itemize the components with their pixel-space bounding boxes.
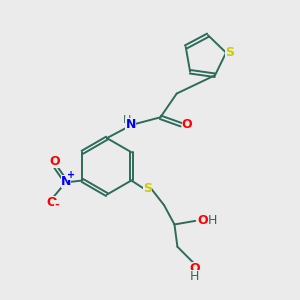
Text: O: O <box>182 118 193 131</box>
Text: H: H <box>208 214 218 227</box>
Text: O: O <box>49 155 59 168</box>
Text: S: S <box>143 182 152 195</box>
Text: -: - <box>54 200 59 210</box>
Text: N: N <box>61 176 71 188</box>
Text: H: H <box>123 115 131 125</box>
Text: N: N <box>125 118 136 131</box>
Text: H: H <box>190 270 199 283</box>
Text: O: O <box>189 262 200 275</box>
Text: O: O <box>47 196 57 209</box>
Text: +: + <box>68 170 76 180</box>
Text: S: S <box>225 46 234 59</box>
Text: O: O <box>198 214 208 227</box>
